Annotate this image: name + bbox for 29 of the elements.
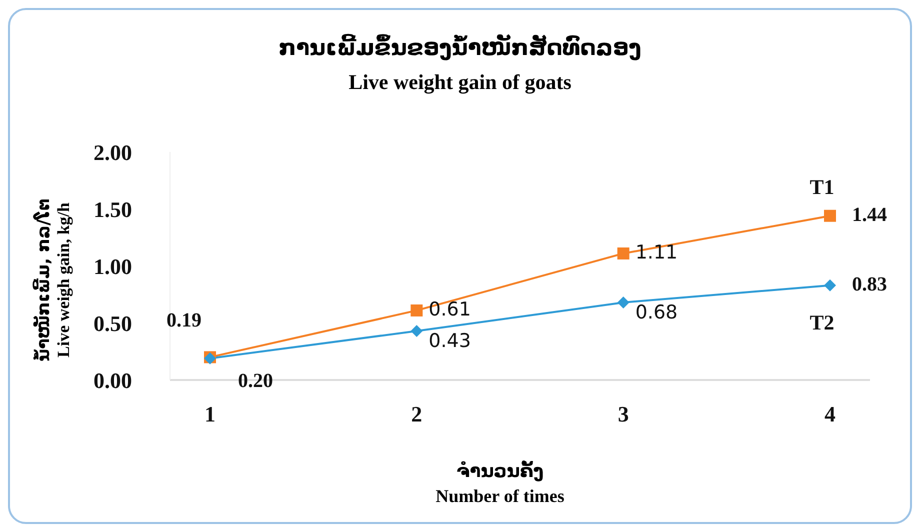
x-tick-label: 2: [411, 402, 422, 427]
point: [824, 210, 836, 222]
point: [410, 304, 423, 316]
x-tick-label: 4: [824, 402, 836, 427]
y-axis-title: ນ້ຳໜັກເພີ້ມ, ກລ/ໂຕ Live weigh gain, kg/h: [34, 198, 73, 362]
data-label: 0.61: [428, 298, 471, 320]
y-tick-label: 2.00: [94, 140, 132, 165]
y-tick-label: 1.00: [94, 254, 132, 279]
data-label: 1.44: [852, 204, 887, 226]
data-label: 0.68: [635, 301, 678, 324]
data-label: 0.20: [238, 370, 273, 392]
data-label: 0.43: [428, 330, 471, 352]
chart-title: ການເພີ້ມຂຶ້ນຂອງນໍ້າໜັກສັດທົດລອງ: [278, 36, 642, 61]
data-label: 1.11: [635, 241, 678, 264]
chart-subtitle: Live weight gain of goats: [348, 70, 572, 95]
point: [410, 324, 423, 337]
series-label: T1: [810, 174, 834, 199]
y-tick-label: 1.50: [94, 196, 132, 222]
data-label: 0.83: [852, 273, 887, 296]
data-label: 0.19: [166, 309, 202, 332]
x-axis-title: ຈຳນວນຄັ້ງ Number of times: [434, 460, 566, 508]
y-tick-label: 0.00: [94, 368, 132, 393]
y-tick-label: 0.50: [94, 310, 132, 336]
x-tick-label: 1: [204, 402, 216, 427]
x-tick-label: 3: [618, 402, 629, 427]
point: [824, 279, 836, 292]
series-label: T2: [810, 310, 834, 334]
point: [617, 247, 630, 260]
point: [617, 296, 630, 308]
